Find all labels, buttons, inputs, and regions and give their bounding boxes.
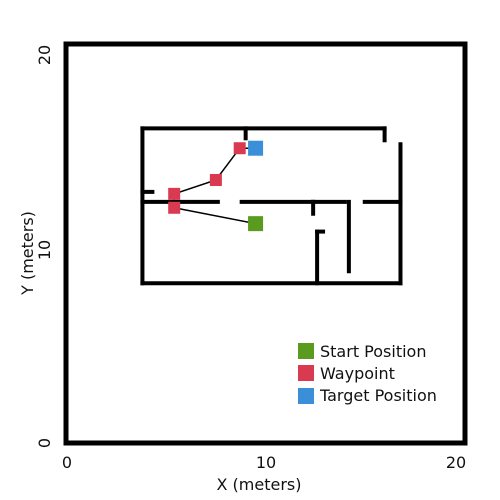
start-position-marker-0 — [248, 216, 264, 232]
target-position-marker-0 — [248, 140, 264, 156]
legend-swatch-target — [298, 388, 314, 404]
x-axis-label: X (meters) — [217, 475, 302, 494]
x-tick-label-0: 0 — [62, 453, 72, 472]
legend-label-target: Target Position — [319, 386, 437, 405]
legend-label-waypoint: Waypoint — [320, 364, 395, 383]
plot-frame — [63, 41, 468, 446]
y-axis-label: Y (meters) — [18, 211, 37, 296]
legend-label-start: Start Position — [320, 342, 426, 361]
y-tick-label-2: 20 — [35, 45, 54, 65]
legend-swatch-start — [298, 343, 314, 359]
y-tick-label-0: 0 — [35, 438, 54, 448]
waypoint-marker-0 — [168, 201, 181, 214]
x-tick-label-1: 10 — [256, 453, 276, 472]
y-tick-label-1: 10 — [35, 240, 54, 260]
legend: Start Position Waypoint Target Position — [298, 342, 437, 405]
waypoint-marker-3 — [233, 142, 246, 155]
legend-swatch-waypoint — [298, 365, 314, 381]
waypoint-marker-2 — [209, 173, 222, 186]
x-tick-label-2: 20 — [446, 453, 466, 472]
waypoint-marker-1 — [168, 187, 181, 200]
position-markers — [168, 140, 264, 232]
